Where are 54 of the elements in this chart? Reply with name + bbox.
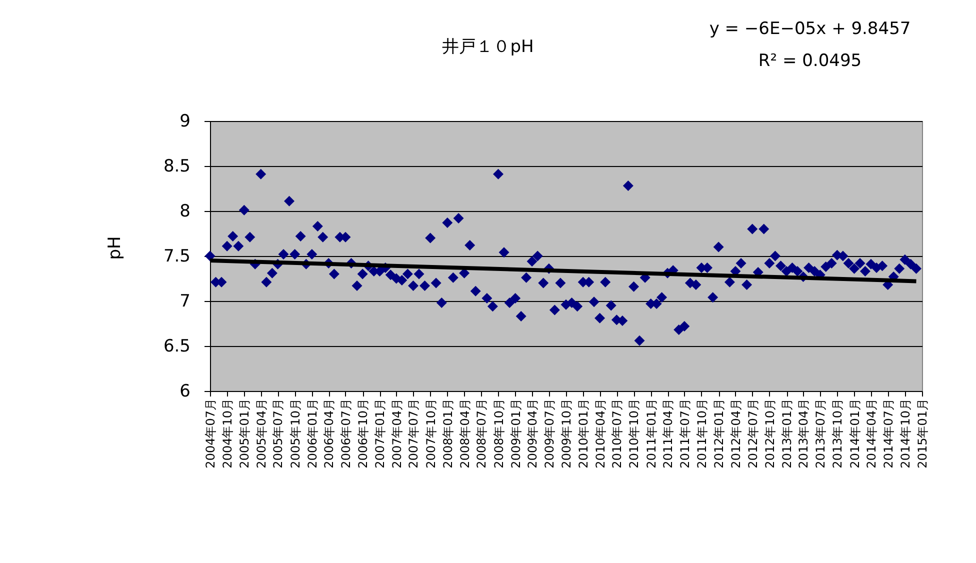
y-axis-title: pH [105, 236, 125, 260]
x-tick-label: 2006年07月 [338, 398, 353, 468]
y-tick-label: 8.5 [163, 156, 190, 176]
x-tick-label: 2012年10月 [762, 398, 777, 468]
x-tick-label: 2010年07月 [610, 398, 624, 468]
x-tick-label: 2004年07月 [204, 398, 218, 468]
text: y = −6E−05x + 9.8457 [709, 19, 911, 39]
x-tick-label: 2014年04月 [864, 398, 878, 468]
x-tick-label: 2011年01月 [644, 398, 658, 468]
x-tick-label: 2009年10月 [560, 398, 574, 468]
x-tick-label: 2008年01月 [440, 398, 455, 468]
y-tick-label: 8 [180, 202, 190, 222]
y-tick-label: 6 [180, 382, 190, 402]
x-tick-label: 2007年01月 [373, 398, 388, 468]
x-tick-label: 2012年07月 [746, 398, 760, 468]
x-tick-label: 2008年07月 [474, 398, 489, 468]
x-tick-label: 2007年10月 [424, 398, 438, 468]
x-tick-label: 2004年10月 [220, 398, 235, 468]
x-tick-label: 2007年07月 [406, 398, 421, 468]
x-tick-label: 2013年04月 [796, 398, 811, 468]
x-tick-label: 2014年10月 [898, 398, 912, 468]
y-tick-label: 7.5 [163, 246, 190, 266]
x-tick-label: 2013年07月 [814, 398, 828, 468]
x-tick-label: 2014年07月 [881, 398, 896, 468]
x-tick-label: 2006年10月 [356, 398, 370, 468]
chart-title: 井戸１０pH [442, 37, 534, 57]
x-tick-label: 2012年04月 [728, 398, 743, 468]
y-tick-label: 9 [180, 112, 190, 132]
y-tick-label: 7 [180, 292, 190, 312]
x-tick-label: 2007年04月 [390, 398, 404, 468]
x-tick-label: 2011年07月 [678, 398, 692, 468]
x-tick-label: 2006年01月 [305, 398, 320, 468]
x-tick-label: 2010年10月 [627, 398, 642, 468]
x-tick-label: 2005年07月 [271, 398, 286, 468]
x-tick-label: 2014年01月 [848, 398, 862, 468]
x-tick-label: 2005年10月 [288, 398, 302, 468]
y-tick-label: 6.5 [163, 336, 190, 356]
x-tick-label: 2005年04月 [254, 398, 268, 468]
x-tick-label: 2009年01月 [508, 398, 523, 468]
x-tick-label: 2008年04月 [458, 398, 472, 468]
x-tick-label: 2011年10月 [694, 398, 709, 468]
x-tick-label: 2010年04月 [593, 398, 608, 468]
x-tick-label: 2006年04月 [322, 398, 336, 468]
x-tick-label: 2011年04月 [661, 398, 676, 468]
x-tick-label: 2005年01月 [238, 398, 252, 468]
x-tick-label: 2012年01月 [712, 398, 726, 468]
x-tick-label: 2009年07月 [542, 398, 556, 468]
x-tick-label: 2013年10月 [830, 398, 845, 468]
x-tick-label: 2008年10月 [492, 398, 506, 468]
x-tick-label: 2009年04月 [526, 398, 540, 468]
x-tick-label: 2010年01月 [576, 398, 591, 468]
x-tick-label: 2013年01月 [780, 398, 794, 468]
text: R² = 0.0495 [758, 51, 862, 71]
x-tick-label: 2015年01月 [916, 398, 930, 468]
